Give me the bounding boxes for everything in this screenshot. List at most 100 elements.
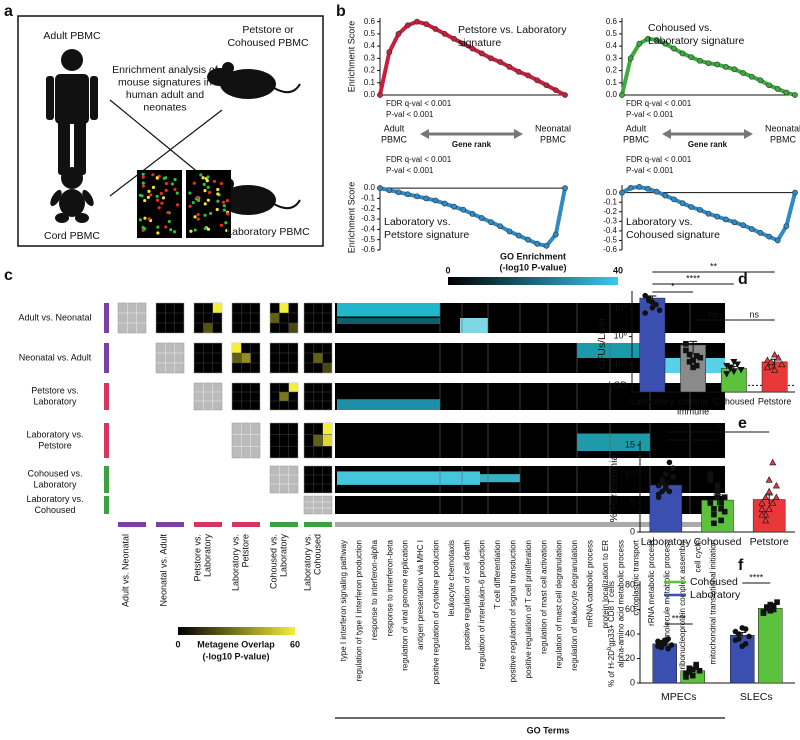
go-term: regulation of mast cell activation <box>539 540 548 654</box>
x-tick-label: Cohoused <box>713 396 754 406</box>
data-point <box>711 505 717 512</box>
data-point <box>767 362 775 369</box>
mini-dot <box>141 184 145 188</box>
row-color <box>104 343 109 373</box>
mini-dot <box>224 221 228 225</box>
data-point <box>769 458 777 466</box>
significance-label: ns <box>709 309 719 319</box>
go-term: type I interferon signaling pathway <box>339 540 348 661</box>
enrichment-point <box>645 35 651 42</box>
row-label: Cohoused vs. <box>27 468 82 478</box>
arrow-head <box>420 129 429 139</box>
significance-label: **** <box>749 572 764 582</box>
col-label: Petstore vs. <box>192 534 202 582</box>
enrichment-point <box>757 77 764 84</box>
col-color <box>194 522 222 527</box>
enrichment-point <box>395 189 402 196</box>
mini-dot <box>170 182 174 186</box>
mini-dot <box>188 191 192 195</box>
y-tick-label: 108 <box>614 303 628 313</box>
go-term: rRNA metabolic process <box>647 540 656 626</box>
enrichment-point <box>432 197 439 204</box>
mini-dot <box>156 225 160 229</box>
overlap-subcell <box>212 303 222 313</box>
enrichment-point <box>460 40 467 47</box>
significance-label: **** <box>672 613 687 623</box>
arrow-head <box>744 129 753 139</box>
go-axis-label: GO Terms <box>527 725 570 735</box>
mini-dot <box>173 177 177 182</box>
legend-min: 0 <box>175 639 180 649</box>
go-heat-row <box>335 496 725 514</box>
enrichment-point <box>740 222 746 229</box>
row-label: Laboratory <box>33 479 77 489</box>
go-term: antigen presentation via MHC I <box>416 540 425 650</box>
enrichment-point <box>404 191 411 198</box>
y-axis-label: Enrichment Score <box>346 182 356 254</box>
enrichment-point <box>478 50 485 57</box>
baby-icon <box>50 167 94 223</box>
y-tick-label: 0.6 <box>364 17 376 26</box>
mini-dot <box>202 182 206 187</box>
overlap-cell <box>303 382 333 411</box>
mini-dot <box>215 207 219 212</box>
arrow-head <box>514 129 523 139</box>
fdr-label: FDR q-val < 0.001 <box>386 155 452 164</box>
data-point <box>665 636 671 642</box>
y-tick-label: 5 <box>630 497 635 507</box>
go-term: cell cycle <box>693 539 702 572</box>
enrichment-point <box>386 49 393 56</box>
enrichment-point <box>783 89 790 96</box>
row-label: Petstore <box>38 440 72 450</box>
y-tick-label: 20 <box>625 653 635 663</box>
enrichment-point <box>525 236 531 243</box>
data-point <box>661 640 668 647</box>
col-color <box>304 522 332 527</box>
x-tick-label: Petstore <box>758 396 792 406</box>
mini-dot <box>221 200 226 204</box>
go-term: positive regulation of T cell proliferat… <box>524 540 533 678</box>
data-point <box>711 520 717 527</box>
y-tick-label: 0.2 <box>606 66 618 75</box>
mini-dot <box>193 228 197 232</box>
data-point <box>737 367 745 374</box>
enrichment-point <box>636 40 643 47</box>
y-tick-label: -0.6 <box>603 245 617 254</box>
data-point <box>718 505 724 512</box>
enrichment-point <box>543 242 550 249</box>
enrichment-point <box>662 192 669 199</box>
significance-label: * <box>690 429 694 439</box>
mini-dot <box>196 217 200 221</box>
legend-max: 40 <box>613 265 623 275</box>
go-term: macromolecule metabolic process <box>663 540 672 661</box>
mini-dot <box>188 204 192 208</box>
mini-dot <box>222 208 226 212</box>
go-heat-patch <box>337 399 440 410</box>
y-tick-label: 0 <box>630 526 635 536</box>
data-point <box>668 642 675 648</box>
enrichment-point <box>688 54 695 61</box>
y-tick-label: -0.2 <box>361 204 375 213</box>
go-term: response to interferon-beta <box>385 539 394 636</box>
x-tick-label: Laboratory <box>641 536 692 548</box>
data-point <box>645 297 652 304</box>
data-point <box>723 371 731 378</box>
data-point <box>711 511 717 518</box>
plot-title: Cohoused vs. <box>648 22 712 34</box>
row-color <box>104 303 109 333</box>
overlap-cell <box>303 342 333 374</box>
mini-dot <box>155 176 159 180</box>
y-tick-label: 0.4 <box>606 41 618 50</box>
fdr-label: FDR q-val < 0.001 <box>626 99 692 108</box>
data-point <box>774 354 782 361</box>
mini-dot <box>189 229 193 233</box>
enrichment-point <box>423 21 430 28</box>
enrichment-point <box>705 210 712 217</box>
data-point <box>655 482 662 489</box>
data-point <box>763 356 771 363</box>
enrichment-point <box>562 185 568 191</box>
mini-dot <box>203 189 207 193</box>
overlap-cell <box>193 382 223 411</box>
y-tick-label: LOD <box>608 380 627 390</box>
data-point <box>771 366 779 373</box>
